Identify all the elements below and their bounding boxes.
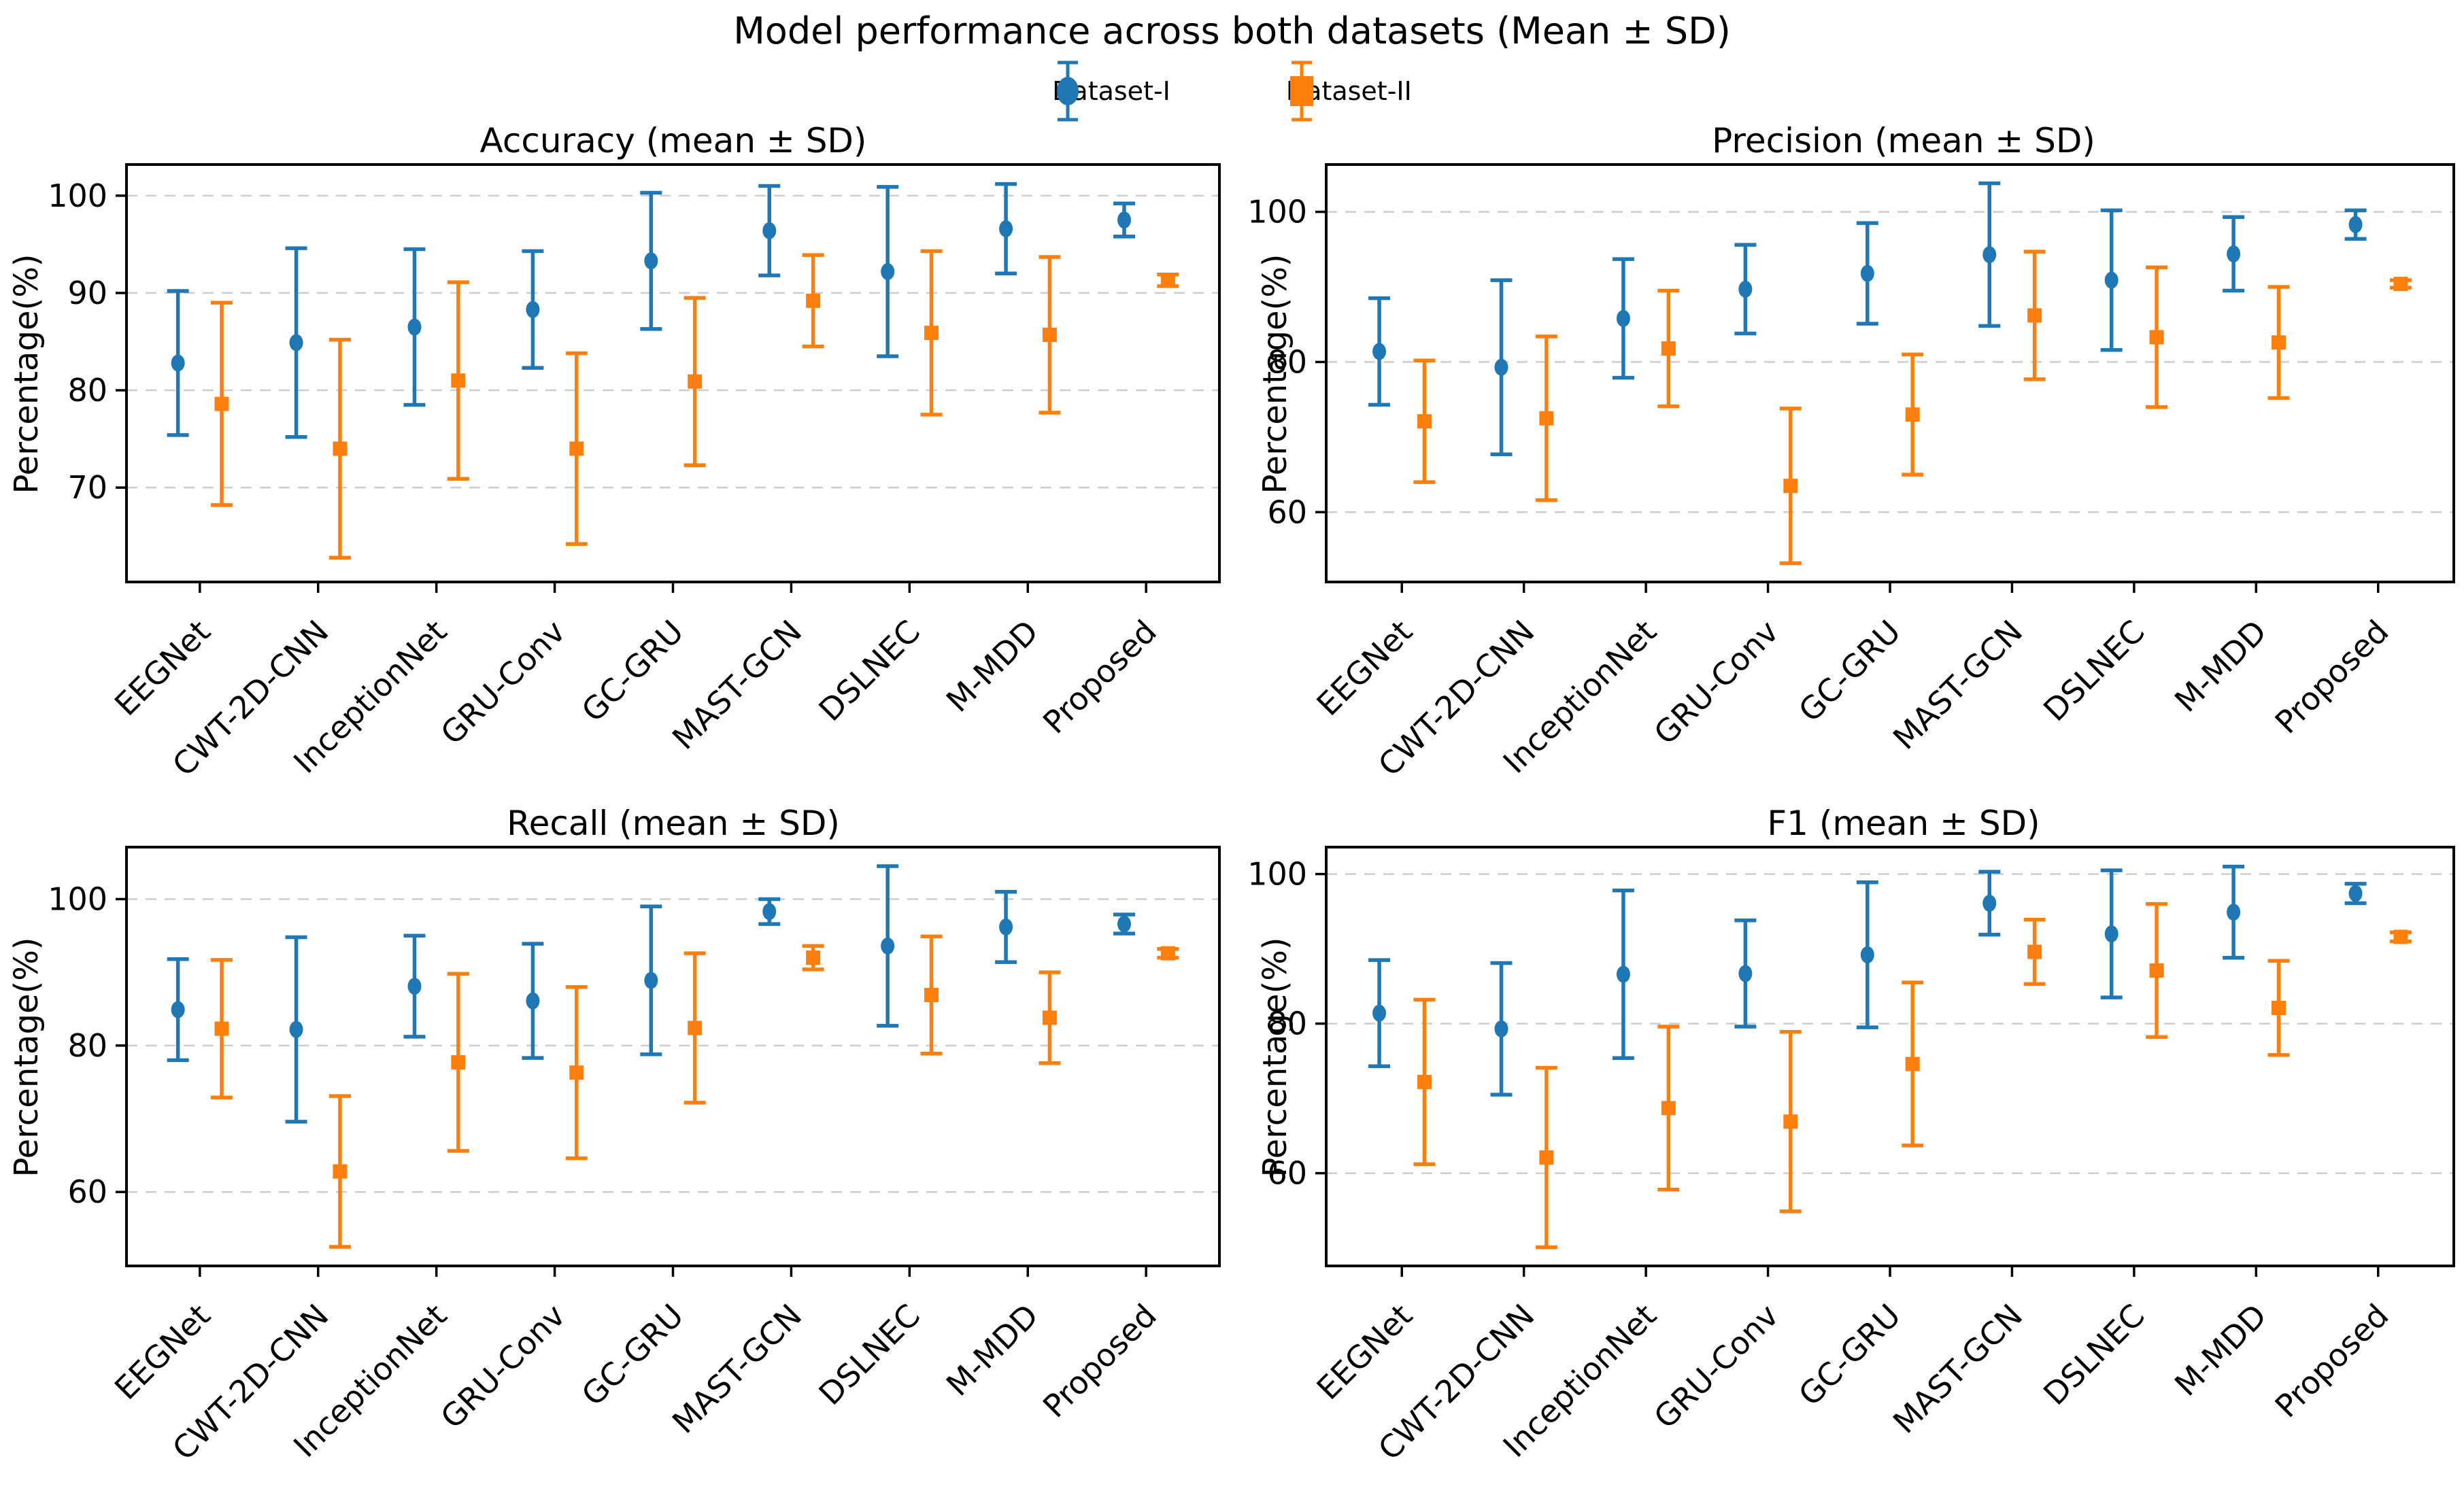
svg-text:Proposed: Proposed: [2268, 613, 2396, 741]
svg-text:M-MDD: M-MDD: [939, 1297, 1045, 1403]
svg-text:100: 100: [48, 177, 107, 214]
svg-text:GC-GRU: GC-GRU: [1791, 613, 1908, 730]
svg-text:80: 80: [67, 1027, 107, 1064]
svg-text:M-MDD: M-MDD: [939, 613, 1045, 719]
svg-text:Proposed: Proposed: [1036, 613, 1164, 741]
precision-panel-title: Precision (mean ± SD): [1712, 121, 2095, 160]
svg-text:80: 80: [67, 372, 107, 409]
accuracy-panel-title: Accuracy (mean ± SD): [479, 121, 867, 160]
svg-text:Proposed: Proposed: [1036, 1297, 1164, 1425]
svg-text:GC-GRU: GC-GRU: [575, 613, 691, 730]
svg-text:EEGNet: EEGNet: [1309, 613, 1419, 723]
dataset-2-errorbar-square-icon: [1289, 61, 1313, 122]
svg-text:DSLNEC: DSLNEC: [2036, 613, 2152, 729]
svg-text:EEGNet: EEGNet: [107, 1297, 218, 1407]
svg-text:MAST-GCN: MAST-GCN: [665, 613, 809, 757]
svg-text:MAST-GCN: MAST-GCN: [1886, 1297, 2029, 1441]
svg-text:80: 80: [1267, 1006, 1307, 1042]
svg-text:60: 60: [67, 1173, 107, 1210]
svg-text:DSLNEC: DSLNEC: [812, 613, 928, 729]
svg-text:GC-GRU: GC-GRU: [575, 1297, 691, 1413]
svg-text:GC-GRU: GC-GRU: [1791, 1297, 1908, 1413]
precision-chart: 6080100EEGNetCWT-2D-CNNInceptionNetGRU-C…: [1247, 163, 2455, 783]
svg-text:70: 70: [67, 469, 107, 506]
svg-text:60: 60: [1267, 1155, 1307, 1192]
dataset-1-errorbar-circle-icon: [1057, 61, 1079, 122]
svg-text:EEGNet: EEGNet: [1309, 1297, 1419, 1407]
svg-text:100: 100: [1247, 194, 1307, 230]
recall-panel-title: Recall (mean ± SD): [507, 804, 840, 843]
svg-text:GRU-Conv: GRU-Conv: [1647, 1297, 1785, 1436]
svg-text:GRU-Conv: GRU-Conv: [1647, 613, 1785, 752]
svg-text:GRU-Conv: GRU-Conv: [433, 1297, 572, 1436]
legend-item-dataset-2: Dataset-II: [1286, 61, 1412, 122]
svg-text:100: 100: [48, 880, 107, 917]
svg-text:M-MDD: M-MDD: [2167, 1297, 2274, 1403]
svg-text:80: 80: [1267, 343, 1307, 380]
svg-text:DSLNEC: DSLNEC: [2036, 1297, 2152, 1413]
svg-text:60: 60: [1267, 494, 1307, 530]
svg-text:GRU-Conv: GRU-Conv: [433, 613, 572, 752]
f1-panel-title: F1 (mean ± SD): [1767, 804, 2040, 843]
legend: Dataset-I Dataset-II: [0, 61, 2464, 122]
svg-text:M-MDD: M-MDD: [2167, 613, 2274, 719]
svg-text:MAST-GCN: MAST-GCN: [1886, 613, 2029, 757]
svg-text:90: 90: [67, 275, 107, 311]
svg-text:Proposed: Proposed: [2268, 1297, 2396, 1425]
svg-text:DSLNEC: DSLNEC: [812, 1297, 928, 1413]
f1-chart: 6080100EEGNetCWT-2D-CNNInceptionNetGRU-C…: [1247, 846, 2455, 1467]
legend-item-dataset-1: Dataset-I: [1052, 61, 1170, 122]
accuracy-chart: 708090100EEGNetCWT-2D-CNNInceptionNetGRU…: [48, 163, 1221, 783]
figure-title: Model performance across both datasets (…: [733, 10, 1731, 52]
svg-text:100: 100: [1247, 856, 1307, 893]
recall-chart: 6080100EEGNetCWT-2D-CNNInceptionNetGRU-C…: [48, 846, 1221, 1467]
svg-text:MAST-GCN: MAST-GCN: [665, 1297, 809, 1441]
svg-text:EEGNet: EEGNet: [107, 613, 218, 723]
